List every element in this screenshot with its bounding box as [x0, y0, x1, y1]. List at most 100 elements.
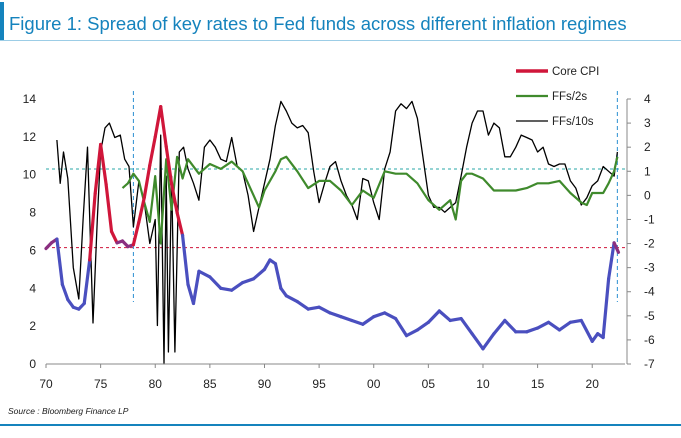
core-cpi-segment — [383, 311, 398, 321]
x-tick-label: 15 — [531, 377, 545, 391]
series-ffs-2s — [121, 155, 619, 245]
core-cpi-segment — [148, 135, 157, 167]
x-tick-label: 70 — [39, 377, 53, 391]
core-cpi-segment — [426, 309, 441, 324]
x-tick-label: 05 — [422, 377, 436, 391]
core-cpi-segment — [104, 182, 114, 234]
core-cpi-segment — [88, 192, 97, 262]
core-cpi-segment — [159, 104, 168, 148]
source-note: Source : Bloomberg Finance LP — [8, 406, 129, 416]
left-y-tick-label: 10 — [23, 168, 37, 182]
core-cpi-segment — [317, 305, 332, 315]
core-cpi-segment — [557, 320, 572, 332]
core-cpi-segment — [546, 320, 562, 332]
right-y-tick-label: 2 — [644, 140, 651, 154]
legend-label: Core CPI — [552, 66, 599, 78]
left-y-tick-label: 6 — [29, 243, 36, 257]
x-tick-label: 20 — [586, 377, 600, 391]
core-cpi-segment — [448, 316, 463, 323]
core-cpi-segment — [164, 144, 174, 186]
core-cpi-segment — [415, 320, 430, 332]
core-cpi-segment — [612, 241, 621, 254]
core-cpi-segment — [601, 277, 611, 340]
left-y-tick-label: 14 — [23, 92, 37, 106]
right-y-tick-label: -1 — [644, 212, 655, 226]
core-cpi-segment — [175, 210, 185, 237]
core-cpi-segment — [404, 328, 420, 338]
core-cpi-segment — [60, 282, 70, 302]
core-cpi-segment — [306, 305, 321, 311]
core-cpi-segment — [459, 316, 474, 336]
right-y-tick-label: 1 — [644, 164, 651, 178]
right-y-tick-label: 3 — [644, 116, 651, 130]
x-tick-label: 10 — [476, 377, 490, 391]
left-y-tick-label: 4 — [29, 281, 36, 295]
core-cpi-segment — [131, 220, 141, 247]
core-cpi-segment — [109, 229, 119, 245]
core-cpi-segment — [262, 258, 272, 271]
right-y-tick-label: -4 — [644, 285, 655, 299]
bottom-divider — [0, 424, 681, 426]
x-tick-label: 90 — [258, 377, 272, 391]
core-cpi-segment — [393, 316, 409, 338]
series-layer — [44, 100, 621, 365]
core-cpi-segment — [470, 332, 485, 351]
core-cpi-segment — [180, 233, 190, 287]
left-y-tick-label: 0 — [29, 357, 36, 371]
right-y-tick-label: -5 — [644, 309, 655, 323]
legend-label: FFs/10s — [552, 116, 594, 128]
right-y-tick-label: 0 — [644, 188, 651, 202]
core-cpi-segment — [208, 275, 223, 290]
x-tick-label: 75 — [94, 377, 108, 391]
x-tick-label: 85 — [203, 377, 217, 391]
figure-title: Figure 1: Spread of key rates to Fed fun… — [9, 13, 627, 34]
core-cpi-segment — [568, 318, 583, 324]
core-cpi-segment — [481, 332, 496, 351]
x-tick-label: 80 — [149, 377, 163, 391]
core-cpi-segment — [328, 311, 343, 319]
core-cpi-segment — [197, 269, 212, 279]
x-tick-label: 00 — [367, 377, 381, 391]
core-cpi-segment — [284, 294, 299, 304]
core-cpi-segment — [82, 258, 92, 306]
core-cpi-segment — [55, 237, 64, 287]
core-cpi-segment — [503, 318, 518, 334]
core-cpi-segment — [241, 277, 256, 285]
core-cpi-segment — [273, 262, 283, 290]
series-core-cpi — [44, 104, 621, 351]
chart-legend: Core CPI FFs/2s FFs/10s — [516, 66, 599, 128]
series-ffs-10s — [56, 100, 619, 365]
core-cpi-segment — [339, 315, 354, 323]
right-y-tick-label: -7 — [644, 357, 655, 371]
core-cpi-segment — [251, 267, 267, 281]
core-cpi-segment — [93, 142, 103, 196]
core-cpi-segment — [372, 311, 387, 319]
title-accent-bar — [0, 2, 4, 40]
core-cpi-segment — [191, 269, 201, 306]
core-cpi-segment — [525, 326, 540, 334]
core-cpi-segment — [219, 286, 234, 292]
core-cpi-segment — [350, 318, 365, 326]
core-cpi-segment — [99, 142, 108, 186]
x-tick-label: 95 — [312, 377, 326, 391]
core-cpi-segment — [579, 318, 594, 343]
left-y-tick-label: 2 — [29, 319, 36, 333]
core-cpi-segment — [607, 241, 616, 281]
core-cpi-segment — [142, 163, 152, 200]
core-cpi-segment — [437, 309, 452, 323]
core-cpi-segment — [361, 315, 376, 326]
left-y-tick-label: 8 — [29, 206, 36, 220]
right-y-tick-label: -2 — [644, 237, 655, 251]
right-y-tick-label: -3 — [644, 261, 655, 275]
core-cpi-segment — [170, 182, 179, 215]
core-cpi-segment — [295, 299, 310, 311]
title-divider — [0, 40, 681, 41]
core-cpi-segment — [230, 281, 245, 292]
core-cpi-segment — [536, 320, 551, 330]
right-y-tick-label: 4 — [644, 92, 651, 106]
core-cpi-segment — [137, 195, 146, 224]
core-cpi-segment — [492, 318, 507, 336]
right-y-tick-label: -6 — [644, 333, 655, 347]
